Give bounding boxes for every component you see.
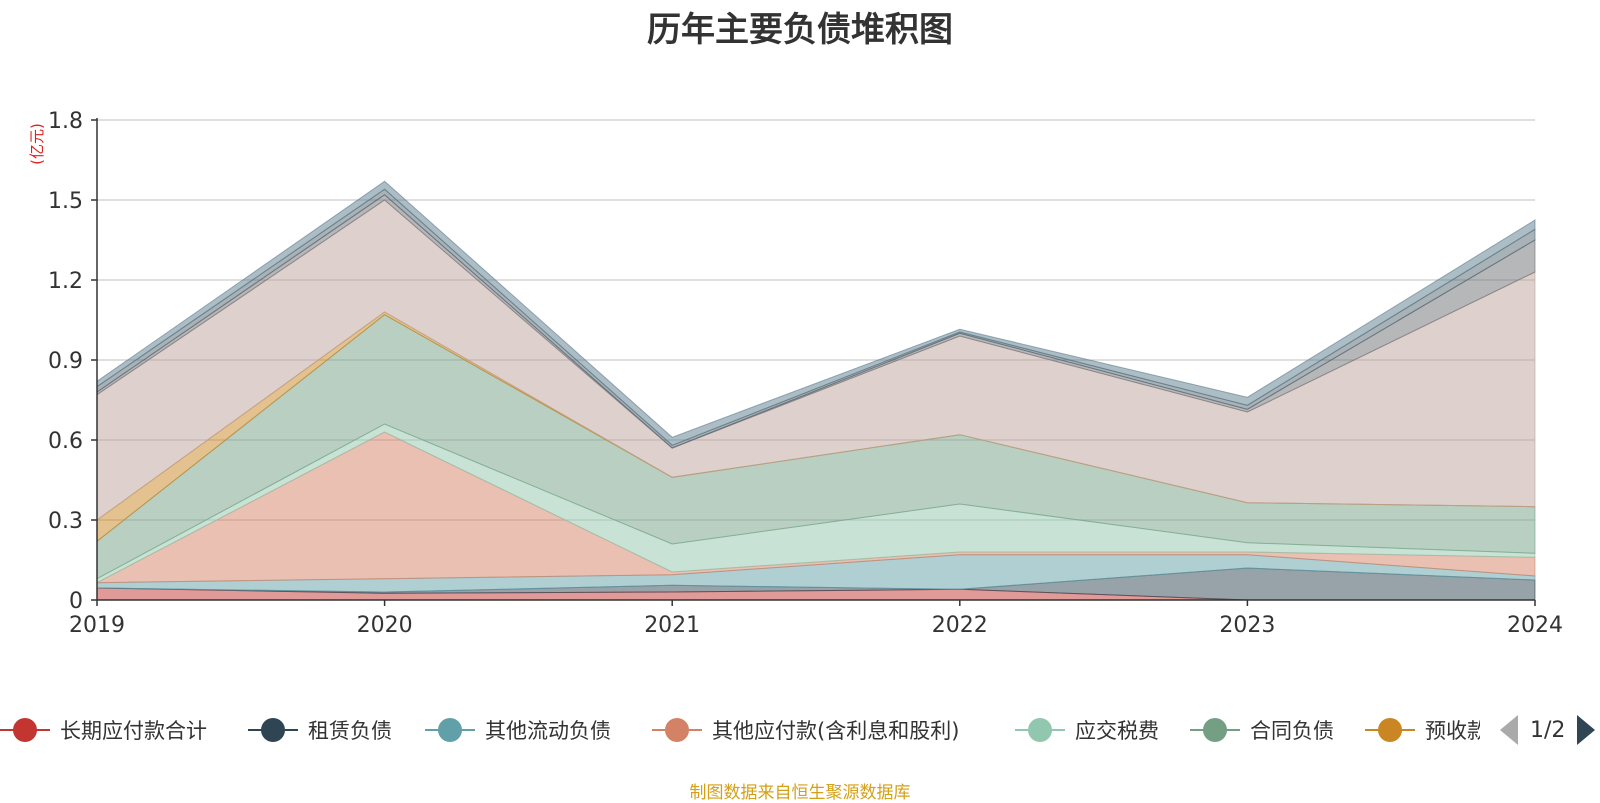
legend-marker-icon [1190,717,1240,743]
source-note: 制图数据来自恒生聚源数据库 [689,783,911,803]
y-tick-label: 0.9 [48,349,83,374]
x-tick-label: 2022 [932,613,988,638]
axes: 0 0.3 0.6 0.9 1.2 1.5 1.8 2019 2020 2021 2022 2023 2… [48,109,1563,638]
x-tick-label: 2020 [357,613,413,638]
legend-item[interactable]: 预收款项 [1365,712,1480,748]
legend-marker-icon [652,717,702,743]
legend-item[interactable]: 其他应付款(含利息和股利) [652,712,959,748]
y-tick-label: 0.6 [48,429,83,454]
legend-label: 应交税费 [1075,719,1159,743]
area-series-layer [96,180,1536,601]
legend-prev-page-icon[interactable] [1500,715,1518,745]
legend: 长期应付款合计 租赁负债 其他流动负债 其他应付款(含利息和股利) 应交税费 合同负债 预收… [0,712,1480,748]
y-tick-label: 0 [69,589,83,614]
legend-marker-icon [425,717,475,743]
x-tick-label: 2019 [69,613,125,638]
stacked-area-chart: 0 0.3 0.6 0.9 1.2 1.5 1.8 2019 2020 2021 2022 2023 2… [28,109,1563,638]
legend-label: 长期应付款合计 [60,719,207,743]
legend-label: 租赁负债 [308,719,392,743]
y-tick-label: 0.3 [48,509,83,534]
legend-item[interactable]: 长期应付款合计 [0,712,207,748]
legend-marker-icon [1365,717,1415,743]
legend-marker-icon [248,717,298,743]
legend-marker-icon [1015,717,1065,743]
chart-title: 历年主要负债堆积图 [647,10,953,50]
legend-label: 其他应付款(含利息和股利) [712,719,960,743]
x-tick-label: 2023 [1219,613,1275,638]
area-series-10[interactable] [96,180,1536,446]
x-tick-label: 2024 [1507,613,1563,638]
legend-item[interactable]: 合同负债 [1190,712,1334,748]
legend-item[interactable]: 其他流动负债 [425,712,611,748]
x-tick-label: 2021 [644,613,700,638]
legend-label: 预收款项 [1425,719,1480,743]
y-tick-label: 1.5 [48,189,83,214]
y-tick-label: 1.2 [48,269,83,294]
y-tick-label: 1.8 [48,109,83,134]
legend-page-indicator: 1/2 [1530,717,1566,743]
legend-marker-icon [0,717,50,743]
legend-label: 其他流动负债 [485,719,611,743]
legend-item[interactable]: 应交税费 [1015,712,1159,748]
legend-pager: 1/2 [1500,712,1596,748]
legend-item[interactable]: 租赁负债 [248,712,392,748]
legend-next-page-icon[interactable] [1577,715,1596,745]
legend-label: 合同负债 [1250,719,1334,743]
y-axis-unit-label: (亿元) [28,123,46,165]
